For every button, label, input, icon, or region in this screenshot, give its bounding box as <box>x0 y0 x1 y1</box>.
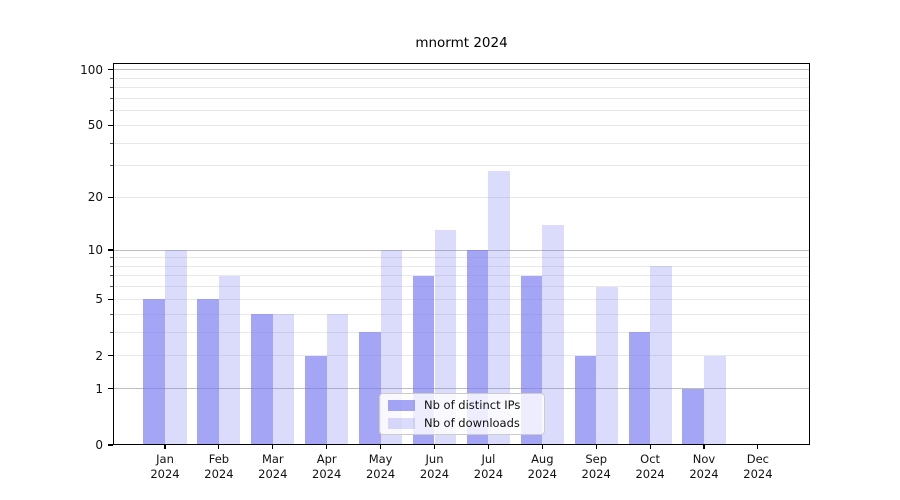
y-tick-label: 100 <box>80 62 103 77</box>
chart-title: mnormt 2024 <box>415 35 508 51</box>
y-tick-label: 2 <box>95 348 103 363</box>
x-tick-label: Sep 2024 <box>581 452 611 481</box>
x-tick-label: Nov 2024 <box>689 452 719 481</box>
x-tick <box>595 445 597 449</box>
x-tick <box>541 445 543 449</box>
x-tick <box>649 445 651 449</box>
y-tick-label: 0 <box>95 438 103 452</box>
x-tick <box>433 445 436 449</box>
y-tick-label: 1 <box>95 381 103 396</box>
x-tick <box>757 445 759 449</box>
legend-item-distinct-ips: Nb of distinct IPs <box>388 398 536 412</box>
x-tick-label: Jun 2024 <box>419 452 450 481</box>
legend-label-downloads: Nb of downloads <box>424 416 520 430</box>
x-tick <box>326 445 328 449</box>
x-tick <box>218 445 220 449</box>
y-tick-label: 5 <box>95 292 103 307</box>
x-tick-label: Mar 2024 <box>258 452 288 481</box>
x-tick-label: Dec 2024 <box>743 452 773 481</box>
x-tick-label: Apr 2024 <box>312 452 342 481</box>
legend-swatch-distinct-ips <box>388 399 415 411</box>
x-tick-label: Feb 2024 <box>204 452 234 481</box>
legend-item-downloads: Nb of downloads <box>388 416 536 430</box>
x-tick-label: Jan 2024 <box>150 452 180 481</box>
y-tick-label: 20 <box>87 190 103 205</box>
x-tick-label: May 2024 <box>365 452 396 481</box>
x-tick-label: Jul 2024 <box>473 452 504 481</box>
y-tick-label: 50 <box>87 118 103 133</box>
legend: Nb of distinct IPs Nb of downloads <box>379 393 545 435</box>
y-tick-label: 10 <box>87 243 103 258</box>
legend-label-distinct-ips: Nb of distinct IPs <box>424 398 521 412</box>
legend-swatch-downloads <box>388 417 415 429</box>
x-tick <box>272 445 274 449</box>
x-tick <box>487 445 489 449</box>
x-tick <box>164 445 166 449</box>
x-tick-label: Oct 2024 <box>635 452 665 481</box>
x-tick <box>380 445 382 449</box>
plot-frame <box>113 63 810 445</box>
x-tick-label: Aug 2024 <box>527 452 557 481</box>
x-tick <box>703 445 705 449</box>
